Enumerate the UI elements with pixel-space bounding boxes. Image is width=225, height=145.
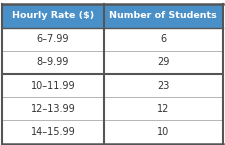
Bar (2, 28, 223, 51)
Text: 14–15.99: 14–15.99 (31, 127, 75, 137)
Bar (2, 74, 223, 97)
Text: 8–9.99: 8–9.99 (37, 57, 69, 67)
Text: 12: 12 (157, 104, 169, 114)
Text: 10–11.99: 10–11.99 (31, 81, 75, 90)
Text: Number of Students: Number of Students (109, 11, 217, 20)
Bar (2, 120, 223, 144)
Bar (2, 97, 223, 120)
Text: Hourly Rate ($): Hourly Rate ($) (12, 11, 94, 20)
Bar (2, 51, 223, 74)
Text: 12–13.99: 12–13.99 (31, 104, 75, 114)
Text: 6: 6 (160, 34, 166, 44)
Text: 6–7.99: 6–7.99 (37, 34, 69, 44)
Text: 29: 29 (157, 57, 169, 67)
Text: 23: 23 (157, 81, 169, 90)
Bar (2, 4, 223, 28)
Text: 10: 10 (157, 127, 169, 137)
